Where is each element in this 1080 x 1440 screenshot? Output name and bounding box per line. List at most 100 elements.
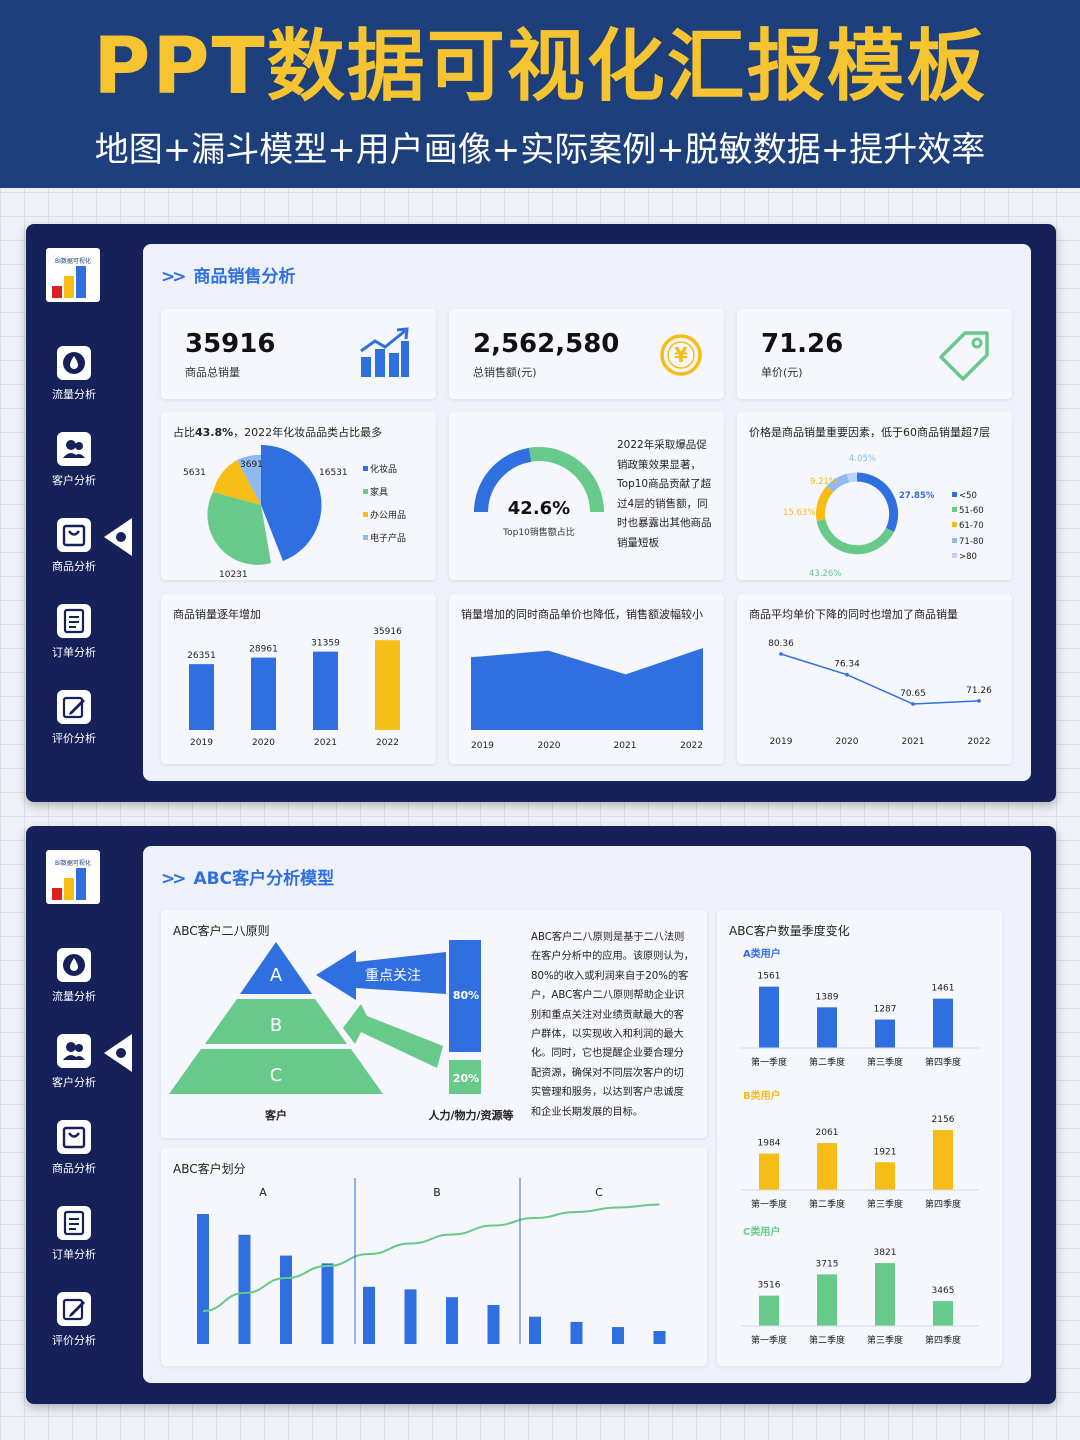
donut-label: 15.63% [783,508,815,518]
sidebar-item-label: 评价分析 [52,732,96,745]
sidebar-item-review[interactable]: 评价分析 [26,1292,122,1348]
line-series [780,653,980,705]
top10-gauge-card: 42.6% Top10销售额占比 2022年采取爆品促 销政策效果显著， Top10… [449,412,724,580]
tick-label: 第三季度 [867,1334,903,1346]
section-label: A [259,1186,267,1199]
app-logo: BI数据可视化 [46,850,100,904]
card-title: ABC客户二八原则 [173,924,270,938]
group-label: C类用户 [743,1225,780,1238]
bar [759,1153,779,1190]
sidebar-item-product[interactable]: 商品分析 [26,518,122,574]
kpi-card-sales-volume: 35916 商品总销量 [161,309,436,399]
bar [570,1321,583,1344]
kpi-card-revenue: 2,562,580 总销售额(元) ¥ [449,309,724,399]
content-panel: >> 商品销售分析 35916 商品总销量 2,562,580 总销售额(元) ¥… [143,244,1031,781]
panel-title-text: 商品销售分析 [193,267,296,287]
tick-label: 2019 [190,738,213,748]
sidebar-item-order[interactable]: 订单分析 [26,1206,122,1262]
abc-division-card: ABC客户划分 A B C [161,1148,707,1366]
bar [817,1143,837,1190]
group-label: A类用户 [743,947,781,960]
bar [251,657,276,730]
card-title: 商品销量逐年增加 [173,608,261,621]
pyramid-level-b [205,999,347,1044]
unit-price-line-chart: 80.36 2019 76.34 2020 70.65 2021 71.26 2022 [768,639,992,747]
data-label: 1921 [874,1147,897,1157]
bar [875,1019,895,1048]
sidebar-item-customer[interactable]: 客户分析 [26,1034,122,1090]
users-icon [57,1034,91,1068]
donut-seg-51-60 [816,518,894,555]
legend-item: >80 [959,552,977,562]
bar [817,1007,837,1048]
pie-slice-cosmetics [261,444,322,561]
data-label: 1984 [758,1139,781,1149]
focus-label: 重点关注 [365,968,421,984]
water-drop-icon [57,346,91,380]
sidebar-item-label: 评价分析 [52,1334,96,1347]
bar [933,1301,953,1326]
bar [404,1289,417,1344]
banner: PPT数据可视化汇报模板 地图+漏斗模型+用户画像+实际案例+脱敏数据+提升效率 [0,0,1080,188]
sidebar-item-label: 客户分析 [52,1076,96,1089]
edit-icon [57,690,91,724]
tick-label: 2019 [770,737,793,747]
abc-description: ABC客户二八原则是基于二八法则 在客户分析中的应用。该原则认为， 80%的收入或利… [531,932,694,1118]
sidebar: BI数据可视化 流量分析 客户分析 商品分析 订单分析 评价分析 [26,826,132,1404]
line-point [845,672,849,677]
order-list-icon [57,604,91,638]
donut-label: 4.05% [849,454,876,464]
gauge-chart: 42.6% Top10销售额占比 [474,447,604,538]
donut-seg-lt50 [856,472,899,532]
bar [759,986,779,1048]
pie-slice-office [213,460,261,505]
sidebar-item-customer[interactable]: 客户分析 [26,432,122,488]
data-label: 1461 [932,984,955,994]
bar-80-label: 80% [453,989,479,1002]
sidebar-item-label: 客户分析 [52,474,96,487]
svg-text:¥: ¥ [674,343,688,367]
donut-label: 43.26% [809,569,841,579]
bar [446,1297,458,1344]
tick-label: 2022 [680,741,703,751]
cumulative-line [202,1203,660,1312]
tick-label: 2021 [314,738,337,748]
pie-label: 16531 [319,468,348,478]
sidebar-item-review[interactable]: 评价分析 [26,690,122,746]
category-pie-chart: 16531 10231 5631 3691 化妆品 家具 办公用品 电子产品 [183,444,406,580]
sidebar-item-traffic[interactable]: 流量分析 [26,346,122,402]
edit-icon [57,1292,91,1326]
sidebar-item-label: 流量分析 [52,388,96,401]
data-label: 76.34 [834,660,860,670]
category-pie-card: 占比43.8%，2022年化妆品品类占比最多 16531 10231 5631 … [161,412,436,580]
panel-title: >> 商品销售分析 [161,262,296,287]
card-title: ABC客户划分 [173,1162,246,1176]
data-label: 71.26 [966,686,992,696]
sidebar-item-traffic[interactable]: 流量分析 [26,948,122,1004]
shopping-bag-icon [57,1120,91,1154]
sidebar-item-label: 流量分析 [52,990,96,1003]
legend-item: 家具 [370,486,388,498]
pyramid-right-label: 人力/物力/资源等 [428,1108,513,1122]
yuan-coin-icon: ¥ [660,334,702,376]
tick-label: 第四季度 [925,1198,961,1210]
banner-title: PPT数据可视化汇报模板 [93,22,987,112]
tick-label: 第四季度 [925,1334,961,1346]
kpi-card-unit-price: 71.26 单价(元) [737,309,1012,399]
gauge-fill [474,448,532,513]
legend-item: 51-60 [959,506,984,516]
card-title: ABC客户数量季度变化 [729,924,850,938]
bar [817,1274,837,1326]
chevron-double-icon: >> [161,869,186,889]
tick-label: 第一季度 [751,1334,787,1346]
tick-label: 第四季度 [925,1056,961,1068]
sidebar-item-order[interactable]: 订单分析 [26,604,122,660]
pie-label: 3691 [240,460,263,470]
data-label: 31359 [311,639,340,649]
tick-label: 第三季度 [867,1056,903,1068]
gauge-description: 2022年采取爆品促 销政策效果显著， Top10商品贡献了超 过4层的销售额，同时… [617,439,712,549]
bar [875,1162,895,1190]
pyramid-label: B [270,1015,282,1036]
tick-label: 2020 [538,741,561,751]
sidebar-item-product[interactable]: 商品分析 [26,1120,122,1176]
